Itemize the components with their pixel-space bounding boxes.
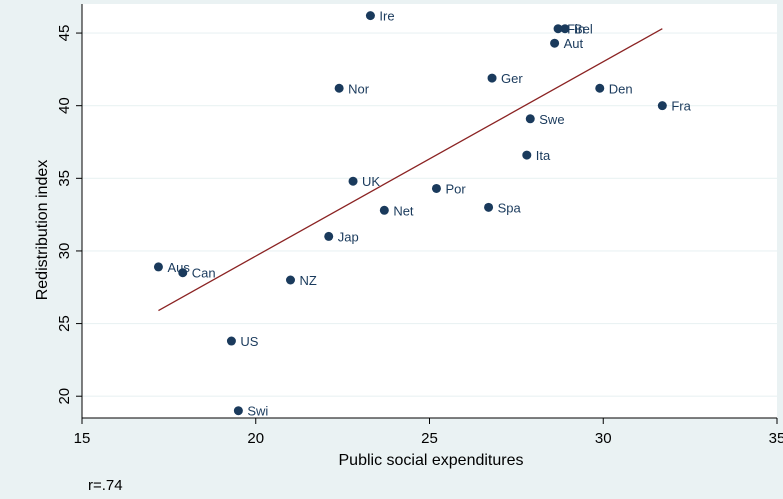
data-point <box>550 38 560 48</box>
data-point <box>178 268 188 278</box>
point-label: Ita <box>536 148 551 163</box>
point-label: Ire <box>379 9 394 24</box>
point-label: Jap <box>338 229 359 244</box>
data-point <box>324 231 334 241</box>
axes: 20 25 30 35 40 45 15 20 25 30 35 <box>56 4 783 447</box>
point-label: UK <box>362 174 380 189</box>
point-label: Fin <box>567 22 585 37</box>
point-label: Ger <box>501 71 523 86</box>
y-tick-label: 45 <box>56 25 73 42</box>
data-point <box>348 176 358 186</box>
data-point <box>334 83 344 93</box>
point-label: Bel <box>574 22 593 37</box>
data-point <box>553 24 563 34</box>
y-tick-label: 20 <box>56 388 73 405</box>
data-point <box>595 83 605 93</box>
x-tick-label: 35 <box>769 430 783 447</box>
data-point <box>153 262 163 272</box>
y-tick-label: 35 <box>56 170 73 187</box>
data-point <box>379 205 389 215</box>
x-axis-title: Public social expenditures <box>339 452 524 469</box>
x-tick-label: 15 <box>74 430 91 447</box>
fit-line <box>158 28 663 312</box>
data-point <box>286 275 295 285</box>
data-point <box>657 101 667 111</box>
point-label: Net <box>393 203 414 218</box>
x-tick-label: 30 <box>595 430 612 447</box>
point-label: Swi <box>247 404 268 419</box>
plot-area <box>82 4 777 418</box>
point-label: Aut <box>564 36 584 51</box>
point-label: Spa <box>498 200 522 215</box>
data-point <box>365 11 375 21</box>
fit-line-group <box>158 28 663 312</box>
point-label: NZ <box>300 273 317 288</box>
point-label: Fra <box>671 99 691 114</box>
data-point <box>525 114 535 124</box>
data-point <box>484 202 494 212</box>
point-label: Por <box>445 181 466 196</box>
correlation-annotation: r=.74 <box>88 477 123 494</box>
y-tick-label: 30 <box>56 243 73 260</box>
point-label: Swe <box>539 112 564 127</box>
data-point <box>226 336 236 346</box>
data-point <box>522 150 532 160</box>
point-label: Can <box>192 266 216 281</box>
grid-lines <box>82 32 777 397</box>
x-tick-label: 20 <box>247 430 264 447</box>
y-tick-label: 40 <box>56 97 73 114</box>
point-label: Nor <box>348 81 370 96</box>
y-axis-title: Redistribution index <box>34 160 51 301</box>
point-label: Den <box>609 81 633 96</box>
data-point <box>560 24 570 34</box>
point-label: US <box>240 334 258 349</box>
y-tick-label: 25 <box>56 315 73 332</box>
data-point <box>233 406 243 416</box>
data-point <box>487 73 497 83</box>
x-tick-label: 25 <box>421 430 438 447</box>
data-point <box>431 183 441 193</box>
